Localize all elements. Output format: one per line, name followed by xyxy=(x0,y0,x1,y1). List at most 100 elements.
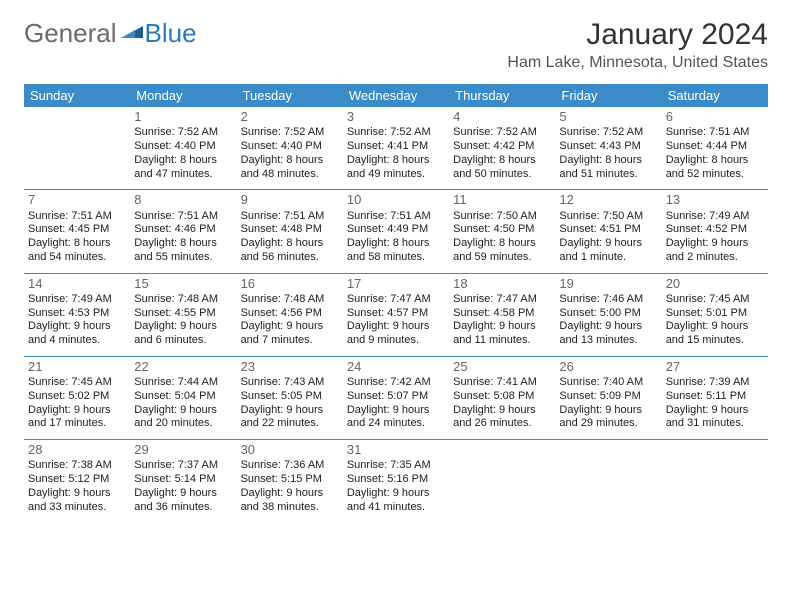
sunrise-text: Sunrise: 7:51 AM xyxy=(28,210,126,224)
sunset-text: Sunset: 5:05 PM xyxy=(241,390,339,404)
daylight-text: Daylight: 9 hours and 11 minutes. xyxy=(453,320,551,348)
day-number: 31 xyxy=(347,442,445,458)
sunrise-text: Sunrise: 7:46 AM xyxy=(559,293,657,307)
sunrise-text: Sunrise: 7:49 AM xyxy=(666,210,764,224)
day-number: 10 xyxy=(347,192,445,208)
day-number: 25 xyxy=(453,359,551,375)
day-number: 5 xyxy=(559,109,657,125)
day-number: 22 xyxy=(134,359,232,375)
daylight-text: Daylight: 9 hours and 36 minutes. xyxy=(134,487,232,515)
calendar-cell: 15Sunrise: 7:48 AMSunset: 4:55 PMDayligh… xyxy=(130,273,236,356)
daylight-text: Daylight: 9 hours and 33 minutes. xyxy=(28,487,126,515)
flag-icon xyxy=(121,26,143,47)
sunrise-text: Sunrise: 7:52 AM xyxy=(347,126,445,140)
sunset-text: Sunset: 4:40 PM xyxy=(241,140,339,154)
calendar-cell: 27Sunrise: 7:39 AMSunset: 5:11 PMDayligh… xyxy=(662,356,768,439)
sunrise-text: Sunrise: 7:52 AM xyxy=(134,126,232,140)
calendar-cell: 2Sunrise: 7:52 AMSunset: 4:40 PMDaylight… xyxy=(237,107,343,190)
day-number: 26 xyxy=(559,359,657,375)
daylight-text: Daylight: 9 hours and 13 minutes. xyxy=(559,320,657,348)
location-label: Ham Lake, Minnesota, United States xyxy=(507,54,768,72)
calendar-cell: 10Sunrise: 7:51 AMSunset: 4:49 PMDayligh… xyxy=(343,190,449,273)
daylight-text: Daylight: 8 hours and 59 minutes. xyxy=(453,237,551,265)
day-number: 3 xyxy=(347,109,445,125)
sunrise-text: Sunrise: 7:47 AM xyxy=(453,293,551,307)
calendar-cell: 11Sunrise: 7:50 AMSunset: 4:50 PMDayligh… xyxy=(449,190,555,273)
title-block: January 2024 Ham Lake, Minnesota, United… xyxy=(507,18,768,72)
calendar-cell: 1Sunrise: 7:52 AMSunset: 4:40 PMDaylight… xyxy=(130,107,236,190)
sunrise-text: Sunrise: 7:52 AM xyxy=(559,126,657,140)
daylight-text: Daylight: 9 hours and 2 minutes. xyxy=(666,237,764,265)
calendar-cell: 9Sunrise: 7:51 AMSunset: 4:48 PMDaylight… xyxy=(237,190,343,273)
calendar-cell: 17Sunrise: 7:47 AMSunset: 4:57 PMDayligh… xyxy=(343,273,449,356)
sunrise-text: Sunrise: 7:52 AM xyxy=(453,126,551,140)
dayname-row: SundayMondayTuesdayWednesdayThursdayFrid… xyxy=(24,84,768,107)
daylight-text: Daylight: 9 hours and 26 minutes. xyxy=(453,404,551,432)
day-number: 12 xyxy=(559,192,657,208)
sunrise-text: Sunrise: 7:51 AM xyxy=(134,210,232,224)
day-number: 24 xyxy=(347,359,445,375)
dayname-header: Sunday xyxy=(24,84,130,107)
sunset-text: Sunset: 4:57 PM xyxy=(347,307,445,321)
calendar-cell: 12Sunrise: 7:50 AMSunset: 4:51 PMDayligh… xyxy=(555,190,661,273)
sunrise-text: Sunrise: 7:45 AM xyxy=(666,293,764,307)
sunrise-text: Sunrise: 7:48 AM xyxy=(241,293,339,307)
calendar-cell: 20Sunrise: 7:45 AMSunset: 5:01 PMDayligh… xyxy=(662,273,768,356)
brand-logo: General Blue xyxy=(24,18,197,49)
sunrise-text: Sunrise: 7:47 AM xyxy=(347,293,445,307)
calendar-cell xyxy=(662,440,768,523)
dayname-header: Thursday xyxy=(449,84,555,107)
daylight-text: Daylight: 8 hours and 54 minutes. xyxy=(28,237,126,265)
sunset-text: Sunset: 5:15 PM xyxy=(241,473,339,487)
sunset-text: Sunset: 5:09 PM xyxy=(559,390,657,404)
sunrise-text: Sunrise: 7:51 AM xyxy=(241,210,339,224)
sunrise-text: Sunrise: 7:38 AM xyxy=(28,459,126,473)
calendar-cell: 22Sunrise: 7:44 AMSunset: 5:04 PMDayligh… xyxy=(130,356,236,439)
calendar-cell: 28Sunrise: 7:38 AMSunset: 5:12 PMDayligh… xyxy=(24,440,130,523)
sunset-text: Sunset: 4:46 PM xyxy=(134,223,232,237)
daylight-text: Daylight: 9 hours and 15 minutes. xyxy=(666,320,764,348)
day-number: 6 xyxy=(666,109,764,125)
sunrise-text: Sunrise: 7:52 AM xyxy=(241,126,339,140)
sunset-text: Sunset: 5:01 PM xyxy=(666,307,764,321)
sunset-text: Sunset: 4:45 PM xyxy=(28,223,126,237)
day-number: 8 xyxy=(134,192,232,208)
sunset-text: Sunset: 5:11 PM xyxy=(666,390,764,404)
sunrise-text: Sunrise: 7:51 AM xyxy=(666,126,764,140)
page-title: January 2024 xyxy=(507,18,768,52)
sunset-text: Sunset: 4:55 PM xyxy=(134,307,232,321)
day-number: 7 xyxy=(28,192,126,208)
sunrise-text: Sunrise: 7:43 AM xyxy=(241,376,339,390)
calendar-row: 14Sunrise: 7:49 AMSunset: 4:53 PMDayligh… xyxy=(24,273,768,356)
sunset-text: Sunset: 5:08 PM xyxy=(453,390,551,404)
daylight-text: Daylight: 9 hours and 9 minutes. xyxy=(347,320,445,348)
day-number: 28 xyxy=(28,442,126,458)
calendar-cell: 26Sunrise: 7:40 AMSunset: 5:09 PMDayligh… xyxy=(555,356,661,439)
dayname-header: Wednesday xyxy=(343,84,449,107)
brand-part2: Blue xyxy=(145,18,197,49)
sunset-text: Sunset: 4:49 PM xyxy=(347,223,445,237)
calendar-table: SundayMondayTuesdayWednesdayThursdayFrid… xyxy=(24,84,768,522)
sunset-text: Sunset: 5:07 PM xyxy=(347,390,445,404)
calendar-cell: 5Sunrise: 7:52 AMSunset: 4:43 PMDaylight… xyxy=(555,107,661,190)
daylight-text: Daylight: 9 hours and 4 minutes. xyxy=(28,320,126,348)
dayname-header: Tuesday xyxy=(237,84,343,107)
daylight-text: Daylight: 9 hours and 1 minute. xyxy=(559,237,657,265)
calendar-cell xyxy=(449,440,555,523)
sunset-text: Sunset: 4:41 PM xyxy=(347,140,445,154)
day-number: 17 xyxy=(347,276,445,292)
sunrise-text: Sunrise: 7:40 AM xyxy=(559,376,657,390)
daylight-text: Daylight: 9 hours and 29 minutes. xyxy=(559,404,657,432)
calendar-row: 1Sunrise: 7:52 AMSunset: 4:40 PMDaylight… xyxy=(24,107,768,190)
day-number: 21 xyxy=(28,359,126,375)
daylight-text: Daylight: 9 hours and 17 minutes. xyxy=(28,404,126,432)
daylight-text: Daylight: 8 hours and 51 minutes. xyxy=(559,154,657,182)
calendar-cell: 21Sunrise: 7:45 AMSunset: 5:02 PMDayligh… xyxy=(24,356,130,439)
sunrise-text: Sunrise: 7:45 AM xyxy=(28,376,126,390)
calendar-cell: 18Sunrise: 7:47 AMSunset: 4:58 PMDayligh… xyxy=(449,273,555,356)
day-number: 2 xyxy=(241,109,339,125)
daylight-text: Daylight: 9 hours and 31 minutes. xyxy=(666,404,764,432)
dayname-header: Monday xyxy=(130,84,236,107)
calendar-cell: 29Sunrise: 7:37 AMSunset: 5:14 PMDayligh… xyxy=(130,440,236,523)
daylight-text: Daylight: 8 hours and 56 minutes. xyxy=(241,237,339,265)
